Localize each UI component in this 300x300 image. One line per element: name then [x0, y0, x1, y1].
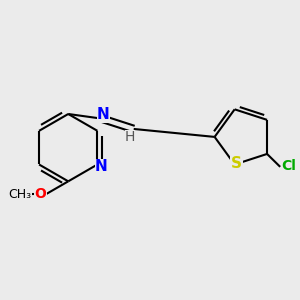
Text: O: O: [34, 187, 46, 201]
Text: CH₃: CH₃: [8, 188, 31, 201]
Text: H: H: [125, 130, 135, 144]
Text: S: S: [231, 156, 242, 171]
Text: N: N: [97, 107, 110, 122]
Text: Cl: Cl: [282, 159, 296, 173]
Text: N: N: [95, 159, 107, 174]
